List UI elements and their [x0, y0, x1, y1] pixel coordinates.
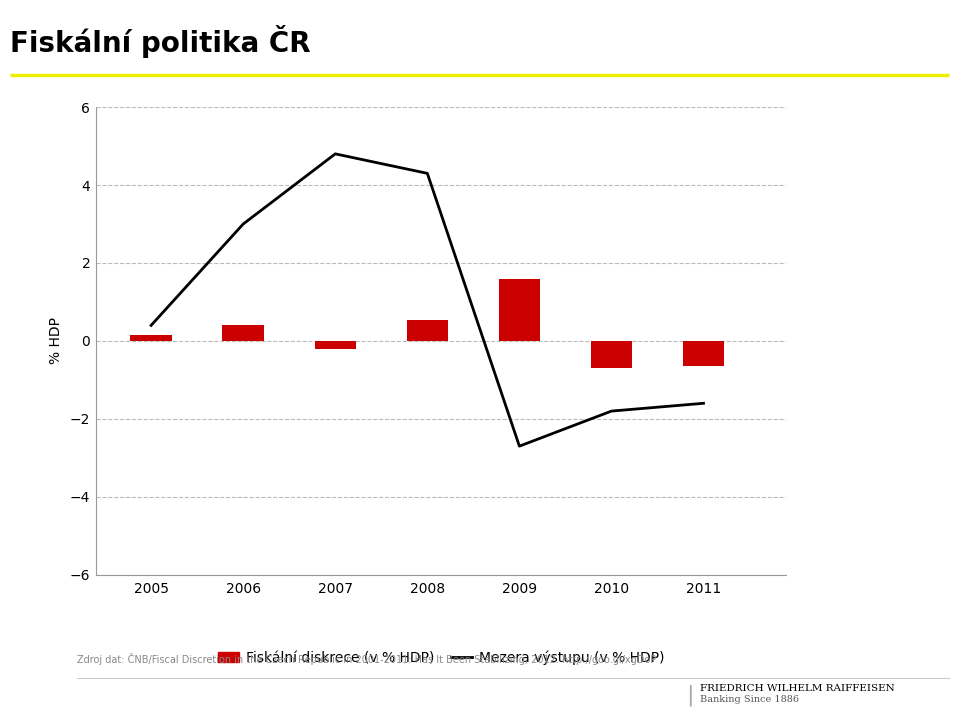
Text: Zdroj dat: ČNB/Fiscal Discretion in the Czech Republic in 2001-2011: Has It Been: Zdroj dat: ČNB/Fiscal Discretion in the … — [77, 653, 656, 665]
Bar — [130, 335, 172, 341]
Text: FRIEDRICH WILHELM RAIFFEISEN: FRIEDRICH WILHELM RAIFFEISEN — [700, 684, 895, 693]
Bar — [499, 278, 540, 341]
Bar — [591, 341, 632, 368]
Text: Banking Since 1886: Banking Since 1886 — [700, 695, 799, 705]
Text: |: | — [686, 684, 693, 705]
Legend: Fiskální diskrece (v % HDP), Mezera výstupu (v % HDP): Fiskální diskrece (v % HDP), Mezera výst… — [213, 645, 669, 670]
Text: Fiskální politika ČR: Fiskální politika ČR — [10, 25, 310, 58]
Bar — [315, 341, 356, 348]
Bar — [407, 319, 448, 341]
Y-axis label: % HDP: % HDP — [49, 318, 63, 364]
Bar — [222, 326, 264, 341]
Bar — [683, 341, 724, 366]
